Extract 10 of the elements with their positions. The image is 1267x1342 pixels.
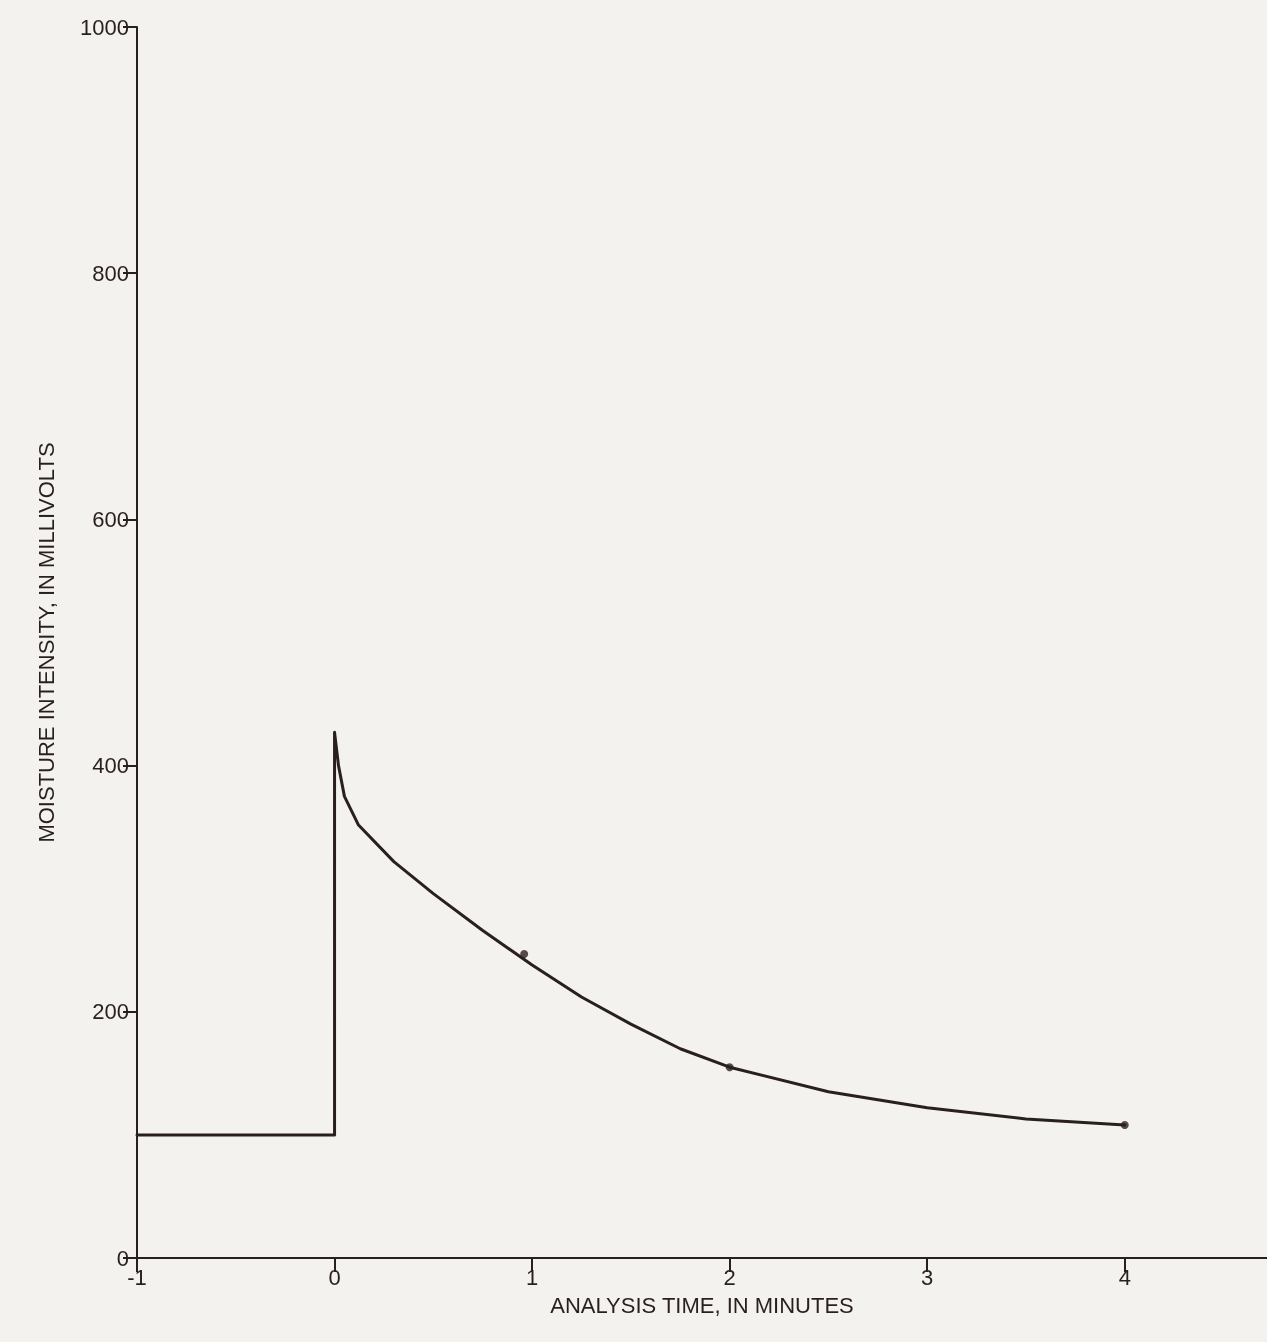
x-axis-title: ANALYSIS TIME, IN MINUTES <box>550 1292 854 1318</box>
x-tick-label: 4 <box>1118 1264 1131 1290</box>
y-tick-label: 600 <box>92 506 129 532</box>
y-tick-label: 400 <box>92 753 129 779</box>
y-tick-label: 200 <box>92 999 129 1025</box>
x-tick-label: -1 <box>127 1264 147 1290</box>
y-tick-label: 1000 <box>80 14 129 40</box>
point <box>520 949 529 958</box>
y-tick-label: 800 <box>92 260 129 286</box>
y-axis-title: MOISTURE INTENSITY, IN MILLIVOLTS <box>33 442 59 843</box>
